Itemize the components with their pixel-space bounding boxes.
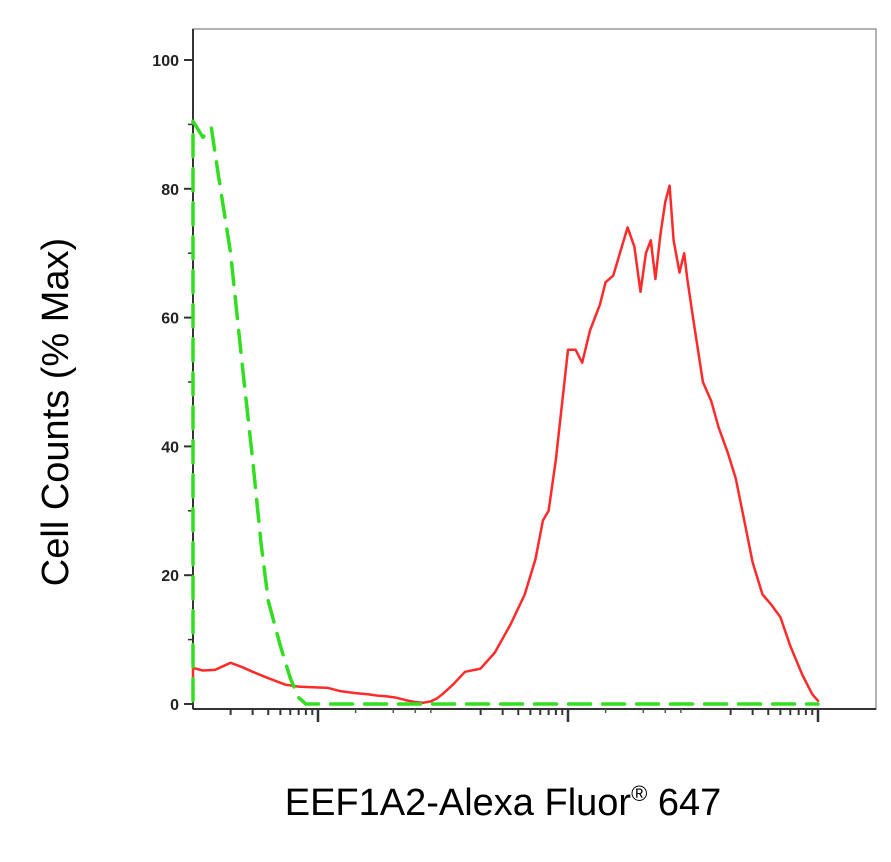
- x-axis-title-registered-mark: ®: [631, 781, 647, 806]
- x-axis-ticks: [229, 709, 820, 722]
- y-tick-label: 60: [161, 311, 179, 328]
- series-layer: [191, 119, 820, 706]
- y-tick-label: 40: [161, 439, 179, 456]
- y-tick-label: 0: [170, 697, 179, 714]
- series-line-solid-red: [191, 184, 820, 704]
- y-axis-title: Cell Counts (% Max): [35, 238, 77, 586]
- x-axis-title-main: EEF1A2-Alexa Fluor: [285, 782, 632, 824]
- y-tick-label: 100: [152, 53, 179, 70]
- x-axis-title: EEF1A2-Alexa Fluor® 647: [285, 781, 722, 824]
- series-line-dashed-green: [191, 119, 820, 706]
- x-axis-title-suffix: 647: [647, 782, 721, 824]
- y-axis-ticks: 0 20 40 60 80 100: [152, 53, 193, 714]
- y-tick-label: 80: [161, 182, 179, 199]
- y-tick-label: 20: [161, 568, 179, 585]
